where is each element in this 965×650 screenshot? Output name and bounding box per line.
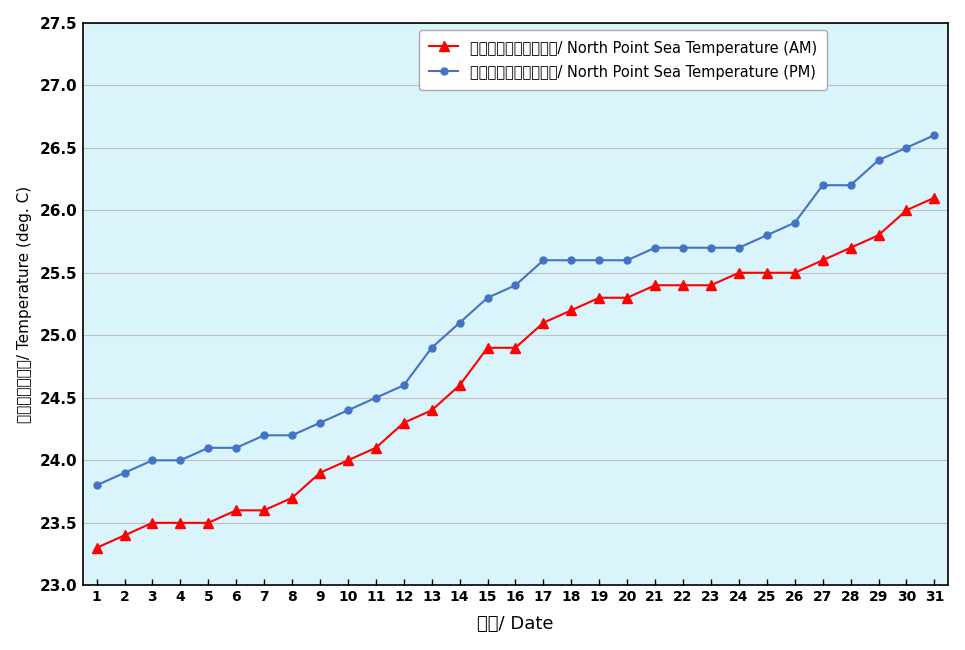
北角海水溫度（下午）/ North Point Sea Temperature (PM) xyxy=(147,456,158,464)
北角海水溫度（下午）/ North Point Sea Temperature (PM) xyxy=(287,432,298,439)
北角海水溫度（下午）/ North Point Sea Temperature (PM) xyxy=(343,406,354,414)
北角海水溫度（上午）/ North Point Sea Temperature (AM) xyxy=(565,306,577,314)
北角海水溫度（上午）/ North Point Sea Temperature (AM) xyxy=(789,269,801,277)
北角海水溫度（上午）/ North Point Sea Temperature (AM) xyxy=(231,506,242,514)
Line: 北角海水溫度（下午）/ North Point Sea Temperature (PM): 北角海水溫度（下午）/ North Point Sea Temperature … xyxy=(93,132,938,489)
北角海水溫度（下午）/ North Point Sea Temperature (PM) xyxy=(175,456,186,464)
北角海水溫度（下午）/ North Point Sea Temperature (PM) xyxy=(315,419,326,426)
北角海水溫度（下午）/ North Point Sea Temperature (PM) xyxy=(621,256,633,264)
北角海水溫度（上午）/ North Point Sea Temperature (AM) xyxy=(705,281,717,289)
北角海水溫度（下午）/ North Point Sea Temperature (PM) xyxy=(705,244,717,252)
北角海水溫度（上午）/ North Point Sea Temperature (AM) xyxy=(928,194,940,202)
北角海水溫度（上午）/ North Point Sea Temperature (AM) xyxy=(761,269,773,277)
北角海水溫度（下午）/ North Point Sea Temperature (PM) xyxy=(593,256,605,264)
北角海水溫度（上午）/ North Point Sea Temperature (AM) xyxy=(203,519,214,526)
X-axis label: 日期/ Date: 日期/ Date xyxy=(478,616,554,633)
北角海水溫度（下午）/ North Point Sea Temperature (PM) xyxy=(649,244,661,252)
北角海水溫度（下午）/ North Point Sea Temperature (PM) xyxy=(844,181,856,189)
北角海水溫度（下午）/ North Point Sea Temperature (PM) xyxy=(454,319,465,327)
Legend: 北角海水溫度（上午）/ North Point Sea Temperature (AM), 北角海水溫度（下午）/ North Point Sea Temper: 北角海水溫度（上午）/ North Point Sea Temperature … xyxy=(419,30,827,90)
北角海水溫度（上午）/ North Point Sea Temperature (AM) xyxy=(482,344,493,352)
Y-axis label: 溫度（攝氏度）/ Temperature (deg. C): 溫度（攝氏度）/ Temperature (deg. C) xyxy=(16,185,32,422)
北角海水溫度（下午）/ North Point Sea Temperature (PM) xyxy=(928,131,940,139)
北角海水溫度（上午）/ North Point Sea Temperature (AM) xyxy=(91,544,102,552)
Line: 北角海水溫度（上午）/ North Point Sea Temperature (AM): 北角海水溫度（上午）/ North Point Sea Temperature … xyxy=(92,193,939,552)
北角海水溫度（上午）/ North Point Sea Temperature (AM) xyxy=(315,469,326,476)
北角海水溫度（上午）/ North Point Sea Temperature (AM) xyxy=(370,444,381,452)
北角海水溫度（上午）/ North Point Sea Temperature (AM) xyxy=(510,344,521,352)
北角海水溫度（上午）/ North Point Sea Temperature (AM) xyxy=(259,506,270,514)
北角海水溫度（下午）/ North Point Sea Temperature (PM) xyxy=(398,382,409,389)
北角海水溫度（上午）/ North Point Sea Temperature (AM) xyxy=(593,294,605,302)
北角海水溫度（上午）/ North Point Sea Temperature (AM) xyxy=(817,256,829,264)
北角海水溫度（下午）/ North Point Sea Temperature (PM) xyxy=(817,181,829,189)
北角海水溫度（下午）/ North Point Sea Temperature (PM) xyxy=(370,394,381,402)
北角海水溫度（下午）/ North Point Sea Temperature (PM) xyxy=(677,244,689,252)
北角海水溫度（下午）/ North Point Sea Temperature (PM) xyxy=(538,256,549,264)
北角海水溫度（上午）/ North Point Sea Temperature (AM) xyxy=(900,206,912,214)
北角海水溫度（下午）/ North Point Sea Temperature (PM) xyxy=(259,432,270,439)
北角海水溫度（下午）/ North Point Sea Temperature (PM) xyxy=(426,344,437,352)
北角海水溫度（上午）/ North Point Sea Temperature (AM) xyxy=(538,319,549,327)
北角海水溫度（下午）/ North Point Sea Temperature (PM) xyxy=(482,294,493,302)
北角海水溫度（上午）/ North Point Sea Temperature (AM) xyxy=(119,532,130,539)
北角海水溫度（下午）/ North Point Sea Temperature (PM) xyxy=(789,219,801,227)
北角海水溫度（上午）/ North Point Sea Temperature (AM) xyxy=(844,244,856,252)
北角海水溫度（下午）/ North Point Sea Temperature (PM) xyxy=(872,156,884,164)
北角海水溫度（上午）/ North Point Sea Temperature (AM) xyxy=(454,382,465,389)
北角海水溫度（上午）/ North Point Sea Temperature (AM) xyxy=(649,281,661,289)
北角海水溫度（下午）/ North Point Sea Temperature (PM) xyxy=(761,231,773,239)
北角海水溫度（下午）/ North Point Sea Temperature (PM) xyxy=(900,144,912,151)
北角海水溫度（上午）/ North Point Sea Temperature (AM) xyxy=(147,519,158,526)
北角海水溫度（上午）/ North Point Sea Temperature (AM) xyxy=(343,456,354,464)
北角海水溫度（下午）/ North Point Sea Temperature (PM) xyxy=(231,444,242,452)
北角海水溫度（上午）/ North Point Sea Temperature (AM) xyxy=(426,406,437,414)
北角海水溫度（上午）/ North Point Sea Temperature (AM) xyxy=(621,294,633,302)
北角海水溫度（下午）/ North Point Sea Temperature (PM) xyxy=(203,444,214,452)
北角海水溫度（下午）/ North Point Sea Temperature (PM) xyxy=(91,482,102,489)
北角海水溫度（上午）/ North Point Sea Temperature (AM) xyxy=(287,494,298,502)
北角海水溫度（上午）/ North Point Sea Temperature (AM) xyxy=(733,269,745,277)
北角海水溫度（上午）/ North Point Sea Temperature (AM) xyxy=(175,519,186,526)
北角海水溫度（上午）/ North Point Sea Temperature (AM) xyxy=(872,231,884,239)
北角海水溫度（上午）/ North Point Sea Temperature (AM) xyxy=(677,281,689,289)
北角海水溫度（下午）/ North Point Sea Temperature (PM) xyxy=(733,244,745,252)
北角海水溫度（上午）/ North Point Sea Temperature (AM) xyxy=(398,419,409,426)
北角海水溫度（下午）/ North Point Sea Temperature (PM) xyxy=(565,256,577,264)
北角海水溫度（下午）/ North Point Sea Temperature (PM) xyxy=(510,281,521,289)
北角海水溫度（下午）/ North Point Sea Temperature (PM) xyxy=(119,469,130,476)
